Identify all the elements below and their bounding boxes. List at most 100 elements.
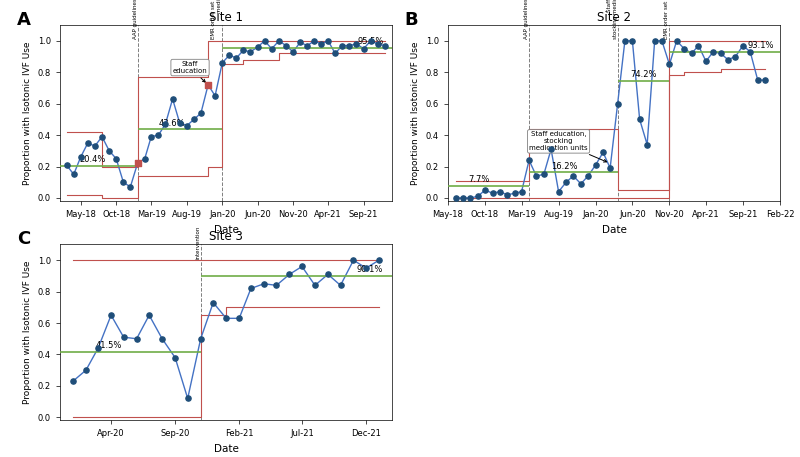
Point	[207, 299, 220, 306]
Point	[545, 146, 558, 153]
Point	[66, 377, 79, 385]
Point	[182, 395, 194, 402]
Point	[244, 48, 257, 55]
Point	[508, 190, 521, 197]
Point	[707, 48, 720, 55]
Text: EMR order set: EMR order set	[665, 1, 670, 39]
Point	[692, 42, 705, 49]
Point	[486, 190, 499, 197]
Point	[209, 92, 222, 100]
Point	[194, 335, 207, 342]
Point	[117, 179, 130, 186]
Point	[371, 40, 384, 48]
Point	[378, 42, 391, 49]
Point	[501, 191, 514, 198]
Point	[574, 180, 587, 187]
Point	[96, 133, 109, 140]
Point	[138, 155, 151, 162]
Point	[258, 37, 271, 44]
Point	[79, 367, 92, 374]
Title: Site 3: Site 3	[209, 230, 243, 243]
Point	[92, 345, 105, 352]
Point	[334, 282, 347, 289]
Point	[295, 263, 308, 270]
Text: 95.5%: 95.5%	[357, 37, 383, 46]
Point	[360, 265, 373, 272]
Point	[194, 109, 207, 117]
Point	[202, 81, 214, 89]
Point	[456, 194, 469, 202]
Point	[187, 116, 200, 123]
Point	[347, 256, 360, 264]
Point	[237, 47, 250, 54]
Text: Staff education,
stocking medication units: Staff education, stocking medication uni…	[607, 0, 618, 39]
Text: AAP guidelines: AAP guidelines	[133, 0, 138, 39]
Point	[216, 59, 229, 66]
Point	[530, 172, 542, 180]
Text: 74.2%: 74.2%	[630, 70, 657, 80]
Point	[223, 51, 236, 58]
Point	[449, 194, 462, 202]
Point	[590, 161, 602, 169]
Point	[124, 183, 137, 191]
Point	[751, 76, 764, 84]
Point	[478, 186, 491, 194]
Point	[89, 143, 102, 150]
Point	[582, 172, 594, 180]
Point	[471, 193, 484, 200]
X-axis label: Date: Date	[602, 225, 626, 234]
Point	[245, 285, 258, 292]
Point	[131, 159, 144, 167]
Point	[230, 54, 242, 62]
Point	[567, 172, 580, 180]
Point	[641, 141, 654, 148]
Point	[273, 37, 286, 44]
Point	[82, 139, 94, 147]
Text: 16.2%: 16.2%	[551, 162, 578, 170]
Point	[744, 48, 757, 55]
Point	[180, 122, 193, 129]
Point	[560, 179, 573, 186]
Point	[699, 58, 712, 65]
Text: intervention: intervention	[196, 225, 201, 259]
X-axis label: Date: Date	[214, 225, 238, 234]
Point	[678, 45, 690, 53]
Point	[538, 171, 550, 178]
Point	[737, 42, 750, 49]
Text: 41.5%: 41.5%	[95, 341, 122, 350]
Text: B: B	[405, 11, 418, 29]
Point	[322, 271, 334, 278]
Text: EMR order set and stocking
medications units: EMR order set and stocking medications u…	[211, 0, 222, 39]
Point	[618, 37, 631, 44]
Point	[283, 271, 296, 278]
Point	[105, 312, 118, 319]
Text: 20.4%: 20.4%	[79, 155, 106, 164]
Title: Site 2: Site 2	[597, 11, 631, 24]
Point	[522, 157, 535, 164]
Point	[169, 354, 182, 361]
Point	[634, 116, 646, 123]
Point	[173, 119, 186, 126]
Point	[152, 132, 165, 139]
Point	[258, 280, 270, 287]
Point	[270, 282, 283, 289]
Point	[611, 100, 624, 107]
Y-axis label: Proportion with Isotonic IVF Use: Proportion with Isotonic IVF Use	[23, 260, 32, 404]
Text: Staff education,
stocking
medication units: Staff education, stocking medication uni…	[530, 131, 606, 162]
Text: AAP guidelines: AAP guidelines	[524, 0, 529, 39]
Y-axis label: Proportion with Isotonic IVF Use: Proportion with Isotonic IVF Use	[23, 41, 32, 185]
Point	[110, 155, 122, 162]
Point	[103, 147, 116, 154]
Point	[686, 50, 698, 57]
Point	[373, 256, 386, 264]
Text: Staff
education: Staff education	[173, 61, 207, 82]
Point	[308, 37, 321, 44]
Point	[494, 188, 506, 195]
Point	[648, 37, 661, 44]
Point	[364, 37, 377, 44]
Point	[758, 76, 771, 84]
Title: Site 1: Site 1	[209, 11, 243, 24]
Text: A: A	[17, 11, 30, 29]
Point	[286, 48, 299, 55]
Point	[722, 56, 734, 64]
